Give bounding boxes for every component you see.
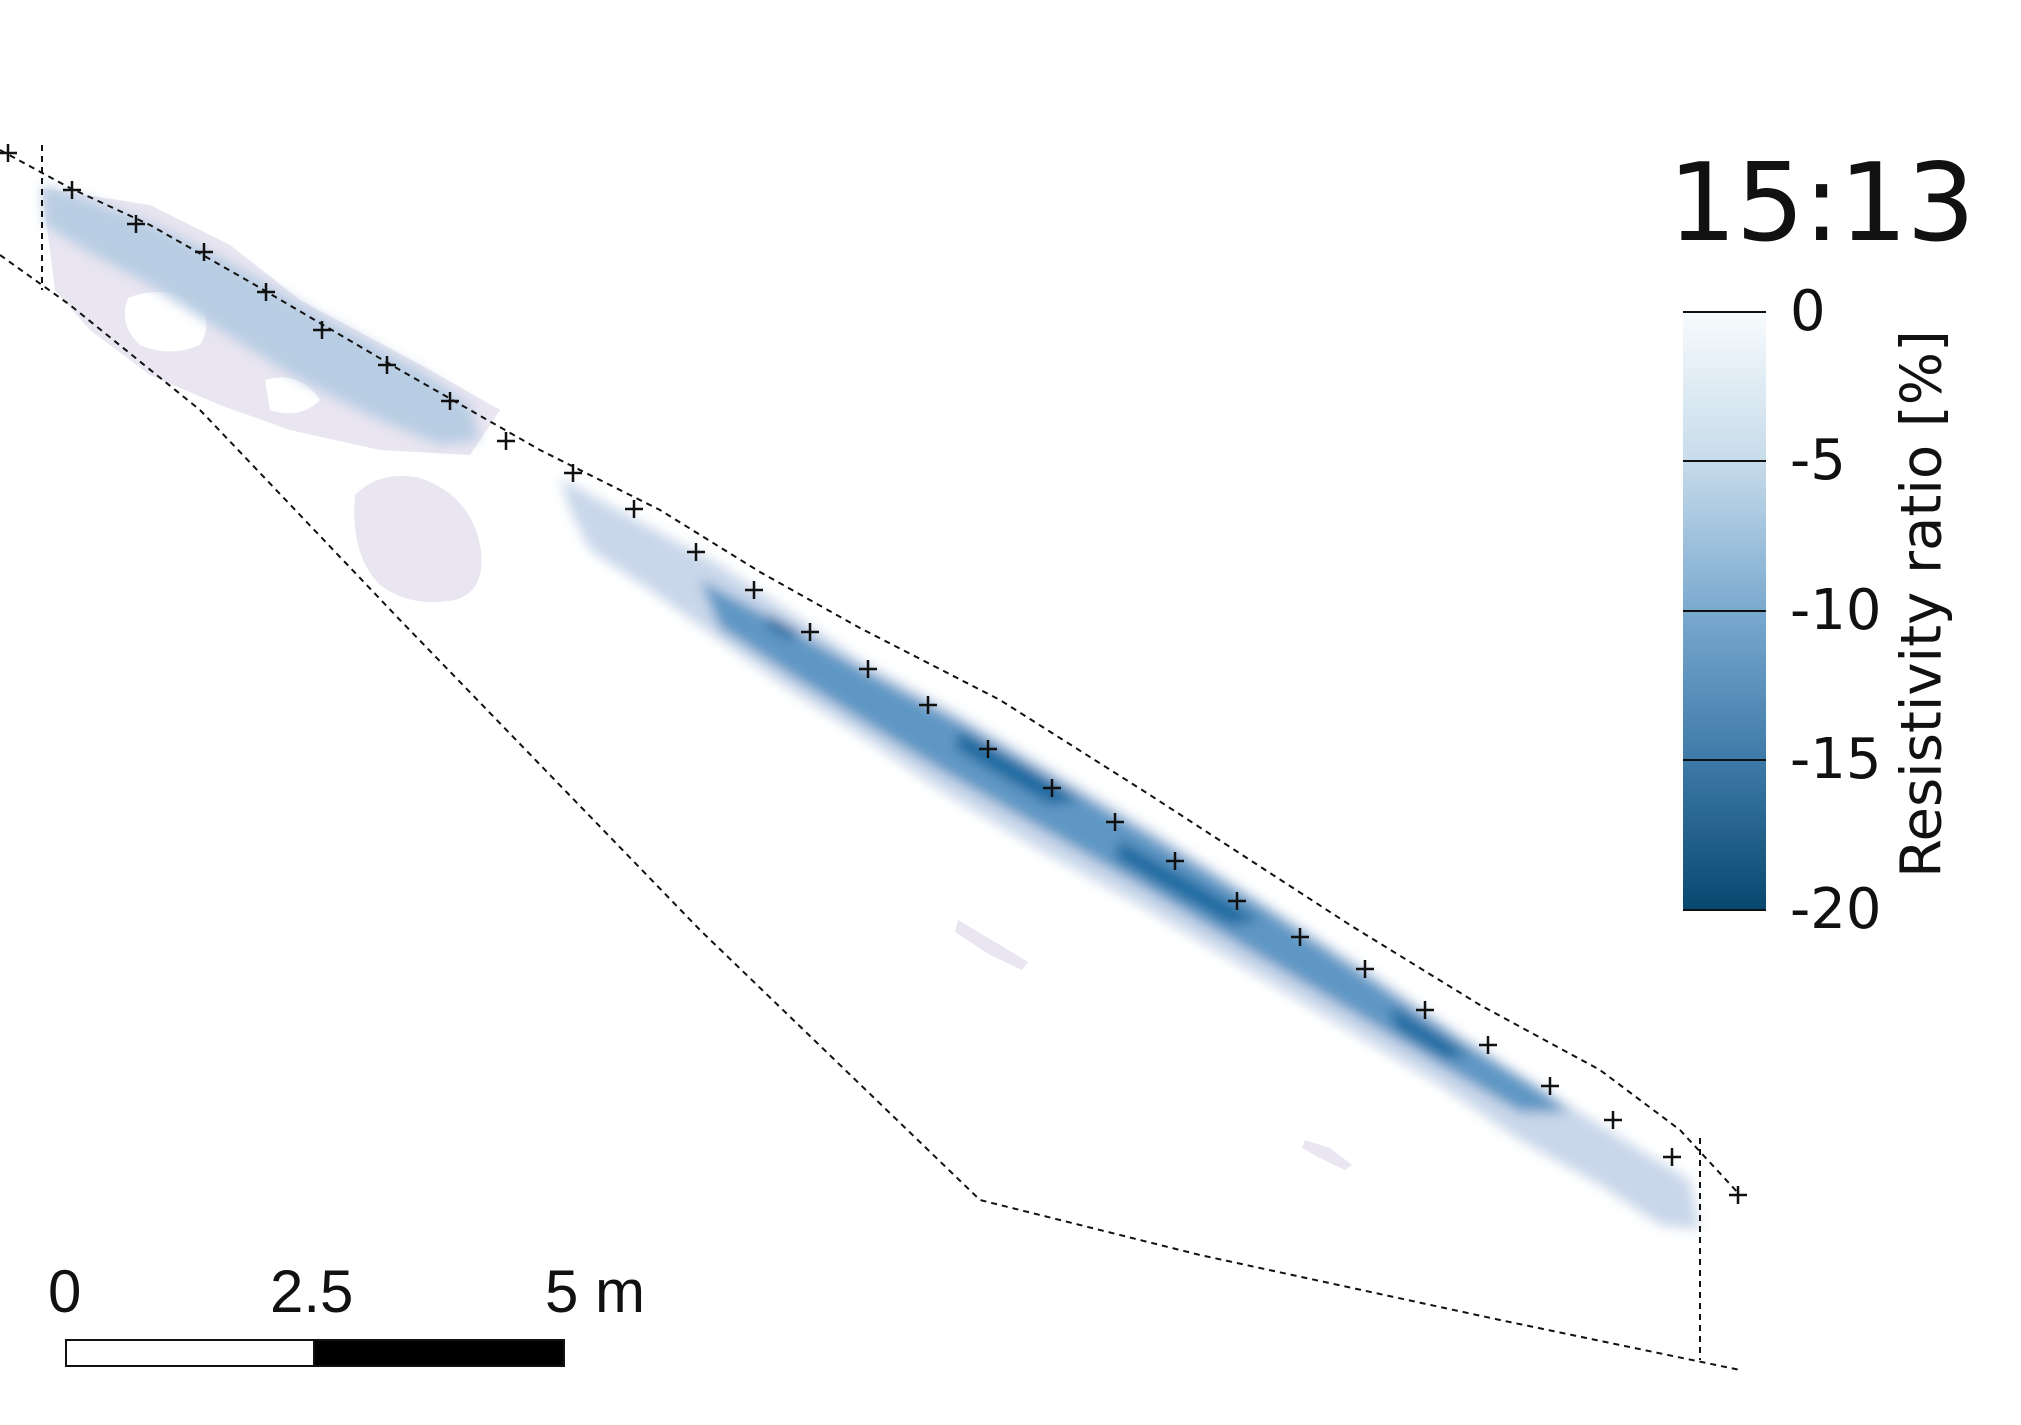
white-hole-2 bbox=[265, 377, 320, 414]
electrode-marker-27 bbox=[1604, 1111, 1622, 1129]
electrode-marker-7 bbox=[378, 356, 396, 374]
electrode-markers bbox=[0, 144, 1747, 1204]
electrode-marker-15 bbox=[859, 660, 877, 678]
electrode-marker-4 bbox=[195, 243, 213, 261]
electrode-marker-2 bbox=[63, 181, 81, 199]
band-outer bbox=[42, 185, 480, 445]
electrode-marker-26 bbox=[1541, 1077, 1559, 1095]
electrode-marker-5 bbox=[257, 283, 275, 301]
surface-line bbox=[0, 149, 1741, 1196]
electrode-marker-25 bbox=[1479, 1036, 1497, 1054]
scale-bar-label-5m: 5 m bbox=[545, 1258, 646, 1325]
colorbar-tick-label-5: -5 bbox=[1790, 428, 1846, 493]
colorbar-title-text: Resistivity ratio [%] bbox=[1889, 330, 1955, 878]
bottom-boundary bbox=[0, 254, 1741, 1371]
scale-bar bbox=[65, 1339, 565, 1367]
electrode-marker-3 bbox=[127, 215, 145, 233]
colorbar bbox=[1683, 311, 1766, 911]
colorbar-tick-label-10: -10 bbox=[1790, 578, 1882, 643]
electrode-marker-9 bbox=[497, 432, 515, 450]
electrode-marker-11 bbox=[625, 500, 643, 518]
electrode-marker-1 bbox=[0, 144, 17, 162]
electrode-marker-14 bbox=[801, 623, 819, 641]
electrode-marker-17 bbox=[979, 740, 997, 758]
scale-bar-black-segment bbox=[313, 1339, 565, 1367]
section-outline bbox=[0, 145, 1741, 1371]
electrode-marker-16 bbox=[919, 696, 937, 714]
band-dark-2 bbox=[1115, 840, 1260, 925]
colorbar-tick-label-20: -20 bbox=[1790, 877, 1882, 942]
colorbar-tick-label-0: 0 bbox=[1790, 279, 1826, 344]
electrode-marker-21 bbox=[1228, 892, 1246, 910]
timestamp-label: 15:13 bbox=[1668, 141, 1975, 266]
electrode-marker-24 bbox=[1416, 1001, 1434, 1019]
scale-bar-label-2-5: 2.5 bbox=[270, 1258, 354, 1325]
electrode-marker-12 bbox=[687, 543, 705, 561]
electrode-marker-13 bbox=[745, 581, 763, 599]
colorbar-ticks bbox=[1683, 311, 1766, 911]
electrode-marker-23 bbox=[1356, 960, 1374, 978]
electrode-marker-22 bbox=[1291, 928, 1309, 946]
electrode-marker-10 bbox=[564, 464, 582, 482]
faint-anomaly-speck-1 bbox=[955, 920, 1028, 970]
band-core bbox=[700, 580, 1570, 1112]
shallow-anomaly-band bbox=[42, 185, 1700, 1230]
electrode-marker-6 bbox=[313, 321, 331, 339]
electrode-marker-20 bbox=[1166, 852, 1184, 870]
electrode-marker-28 bbox=[1663, 1148, 1681, 1166]
electrode-marker-29 bbox=[1729, 1186, 1747, 1204]
band-dark-4 bbox=[765, 615, 800, 640]
scale-bar-white-segment bbox=[65, 1339, 315, 1367]
colorbar-tick-label-15: -15 bbox=[1790, 727, 1882, 792]
scale-bar-label-0: 0 bbox=[48, 1258, 82, 1325]
band-dark-3 bbox=[1390, 1005, 1470, 1058]
electrode-marker-8 bbox=[441, 392, 459, 410]
faint-anomaly-ellipse bbox=[354, 476, 482, 603]
electrode-marker-19 bbox=[1106, 813, 1124, 831]
faint-anomaly-speck-2 bbox=[1302, 1140, 1352, 1170]
electrode-marker-18 bbox=[1043, 779, 1061, 797]
